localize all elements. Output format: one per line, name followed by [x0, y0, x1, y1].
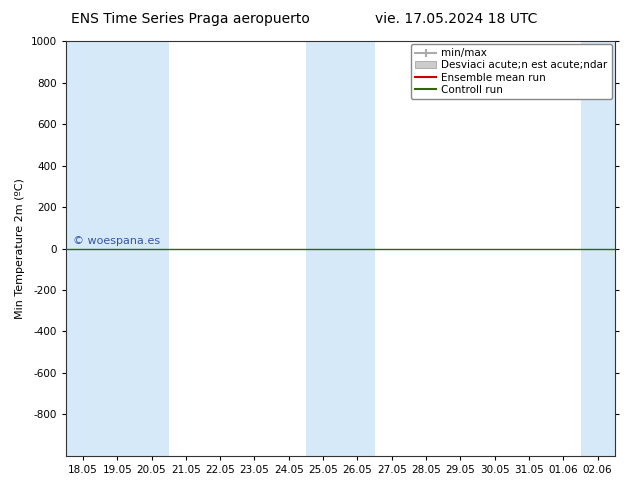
Bar — [100, 41, 134, 456]
Text: © woespana.es: © woespana.es — [72, 236, 160, 246]
Y-axis label: Min Temperature 2m (ºC): Min Temperature 2m (ºC) — [15, 178, 25, 319]
Text: ENS Time Series Praga aeropuerto: ENS Time Series Praga aeropuerto — [71, 12, 309, 26]
Bar — [581, 41, 615, 456]
Bar — [340, 41, 375, 456]
Bar — [306, 41, 340, 456]
Text: vie. 17.05.2024 18 UTC: vie. 17.05.2024 18 UTC — [375, 12, 538, 26]
Legend: min/max, Desviaci acute;n est acute;ndar, Ensemble mean run, Controll run: min/max, Desviaci acute;n est acute;ndar… — [411, 44, 612, 99]
Bar — [134, 41, 169, 456]
Bar — [66, 41, 100, 456]
